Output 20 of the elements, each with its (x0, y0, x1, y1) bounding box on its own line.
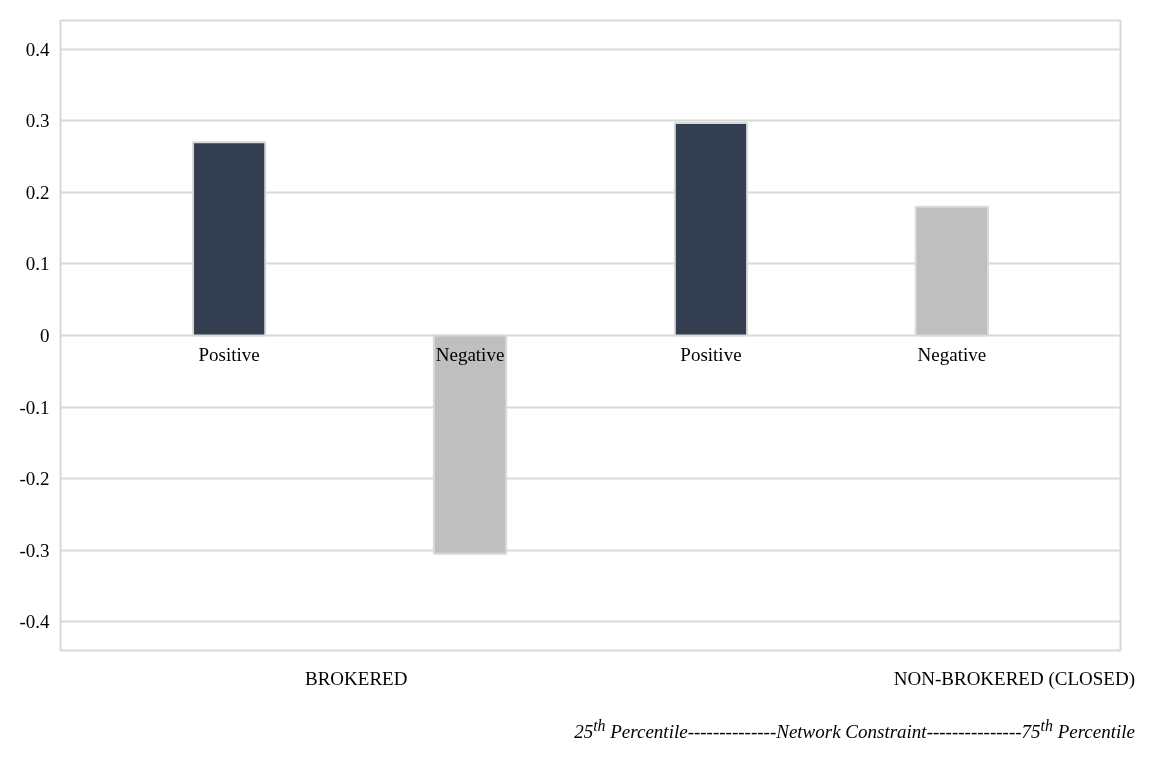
y-tick-label: 0.1 (25, 253, 50, 275)
bar (914, 205, 989, 337)
y-tick-label: 0 (40, 325, 50, 346)
x-tick-label: Positive (680, 343, 742, 365)
bar (432, 334, 508, 555)
text: 25$^{th}$ Percentile--------------Network Constraint---------------75$^{th}$ Percentile (573, 716, 1135, 745)
y-tick-label: -0.3 (19, 539, 50, 561)
x-tick-label: Negative (917, 343, 987, 365)
text: BROKERED (305, 667, 408, 691)
bar (673, 121, 749, 337)
bar (192, 141, 267, 337)
y-tick-label: -0.4 (19, 611, 50, 633)
y-tick-label: 0.3 (25, 110, 50, 132)
y-tick-label: -0.1 (19, 396, 50, 418)
y-tick-label: -0.2 (19, 468, 50, 490)
x-tick-label: Negative (435, 343, 505, 365)
x-tick-label: Positive (198, 343, 260, 365)
text: NON-BROKERED (CLOSED) (893, 667, 1135, 691)
y-tick-label: 0.4 (25, 38, 50, 60)
y-tick-label: 0.2 (25, 181, 50, 203)
